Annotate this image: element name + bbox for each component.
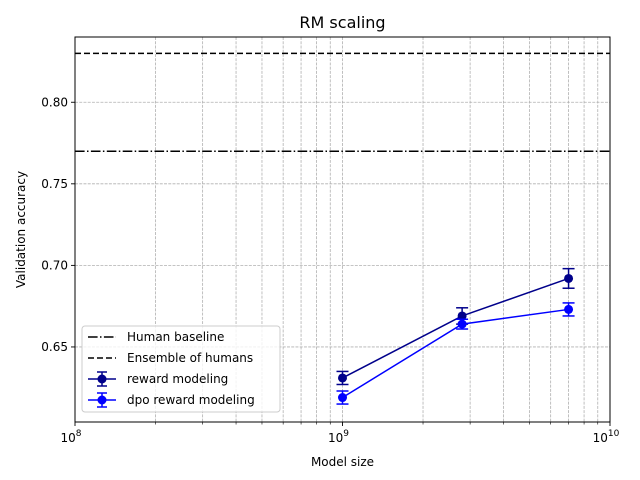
- chart-title: RM scaling: [299, 13, 385, 32]
- legend-box: [81, 325, 281, 413]
- legend-label: Human baseline: [127, 330, 224, 344]
- data-series: [336, 267, 575, 405]
- data-point: [457, 311, 467, 321]
- y-tick-label: 0.70: [41, 258, 68, 272]
- x-axis-label: Model size: [311, 455, 374, 469]
- data-point: [338, 373, 347, 383]
- legend-label: reward modeling: [127, 372, 228, 386]
- data-point: [457, 319, 467, 329]
- x-tick-exponent: 8: [76, 429, 82, 439]
- y-tick-label: 0.65: [41, 340, 68, 354]
- series-group: [336, 267, 575, 386]
- legend: Human baseline Ensemble of humans reward m…: [81, 325, 281, 413]
- y-tick-label: 0.75: [41, 177, 68, 191]
- y-axis-label: Validation accuracy: [14, 171, 28, 288]
- x-tick-exponent: 9: [343, 429, 349, 439]
- x-tick-exponent: 10: [608, 429, 620, 439]
- reference-lines: [75, 52, 610, 152]
- legend-swatch-marker: [97, 395, 107, 405]
- legend-label: dpo reward modeling: [127, 393, 255, 407]
- series-group: [336, 302, 575, 405]
- legend-swatch-marker: [97, 374, 107, 384]
- legend-label: Ensemble of humans: [127, 351, 253, 365]
- data-point: [564, 304, 574, 314]
- grid-lines: [75, 37, 610, 422]
- data-point: [564, 273, 574, 283]
- y-tick-label: 0.80: [41, 95, 68, 109]
- data-point: [338, 393, 347, 403]
